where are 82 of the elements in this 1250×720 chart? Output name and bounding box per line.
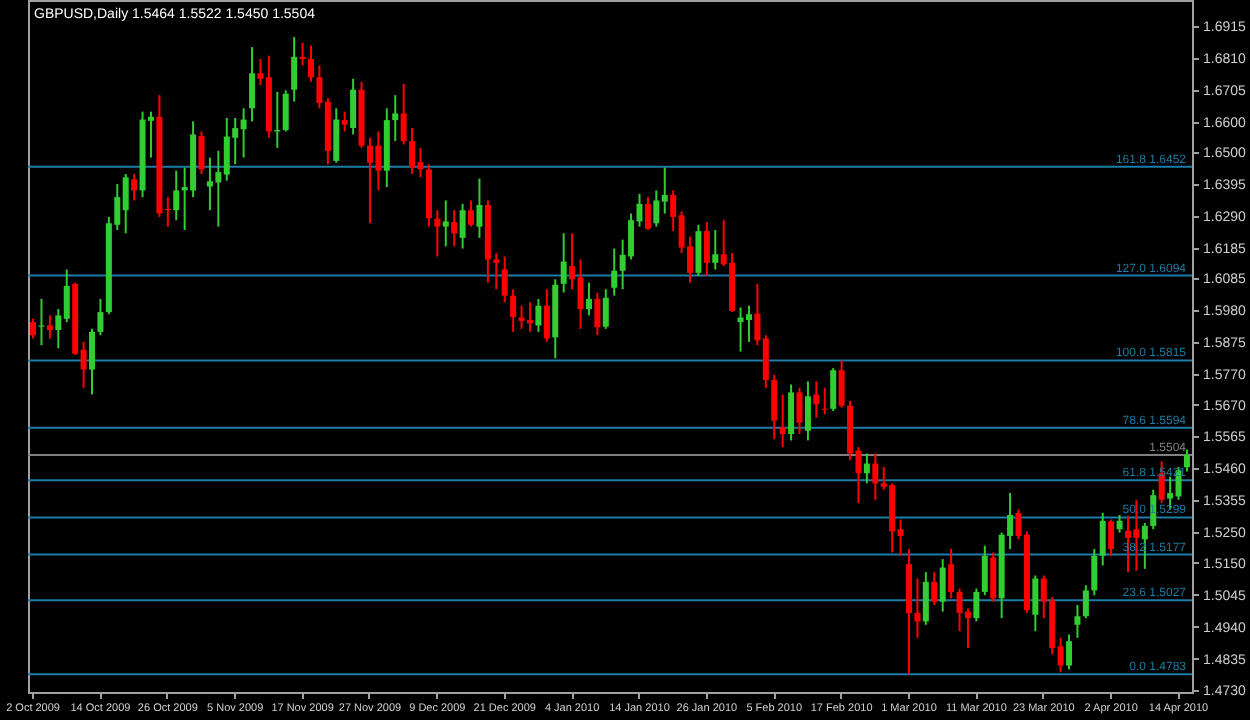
candlestick xyxy=(1091,548,1098,597)
candlestick xyxy=(872,452,879,501)
candlestick xyxy=(476,177,483,239)
candlestick xyxy=(468,199,475,228)
candlestick xyxy=(863,452,870,485)
candlestick xyxy=(821,386,828,416)
candlestick xyxy=(577,258,584,330)
candlestick xyxy=(409,127,416,175)
candlestick xyxy=(198,130,205,175)
candlestick xyxy=(602,288,609,330)
candlestick xyxy=(779,393,786,449)
candlestick xyxy=(712,228,719,271)
candlestick xyxy=(1108,518,1115,557)
candlestick xyxy=(97,298,104,337)
candlestick xyxy=(535,298,542,333)
candlestick xyxy=(333,107,340,164)
candlestick xyxy=(973,587,980,623)
candlestick xyxy=(89,327,96,396)
candlestick xyxy=(350,77,357,136)
candlestick xyxy=(442,199,449,248)
candlestick xyxy=(644,196,651,231)
candlestick xyxy=(1066,633,1073,671)
candlestick xyxy=(661,166,668,215)
candlestick xyxy=(459,202,466,250)
candlestick xyxy=(931,571,938,607)
candlestick xyxy=(594,291,601,337)
candlestick xyxy=(240,107,247,159)
candlestick xyxy=(223,117,230,182)
candlestick xyxy=(1082,584,1089,620)
candlestick xyxy=(788,383,795,442)
candlestick xyxy=(341,110,348,133)
candlestick xyxy=(889,482,896,554)
candlestick xyxy=(813,380,820,419)
candlestick xyxy=(526,301,533,333)
candlestick xyxy=(392,94,399,143)
candlestick xyxy=(543,288,550,343)
candlestick xyxy=(131,172,138,202)
candlestick xyxy=(308,44,314,83)
candlestick xyxy=(956,587,963,633)
candlestick xyxy=(291,36,298,103)
candlestick xyxy=(173,169,180,222)
candlestick xyxy=(122,172,129,235)
candlestick xyxy=(1099,511,1106,567)
candlestick xyxy=(703,221,710,277)
candlestick xyxy=(695,223,702,277)
candlestick xyxy=(30,317,37,340)
candlestick xyxy=(914,577,921,639)
candlestick xyxy=(771,373,778,441)
candlestick xyxy=(493,252,500,291)
candlestick xyxy=(948,548,955,600)
candlestick xyxy=(417,146,424,179)
candlestick xyxy=(400,82,407,146)
candlestick xyxy=(745,304,752,343)
candlestick xyxy=(796,386,803,436)
candlestick xyxy=(282,89,289,133)
candlestick xyxy=(981,544,988,597)
candlestick xyxy=(830,367,837,412)
candlestick xyxy=(990,551,997,603)
candlestick xyxy=(249,46,256,123)
candlestick xyxy=(1183,448,1190,473)
candlestick xyxy=(518,304,525,330)
candlestick xyxy=(299,41,306,67)
candlestick xyxy=(922,571,929,626)
candlestick xyxy=(375,130,382,192)
candlestick xyxy=(451,209,458,248)
candlestick xyxy=(510,288,517,333)
candlestick xyxy=(804,380,811,442)
candlestick xyxy=(653,189,660,228)
candlestick xyxy=(46,314,53,340)
candlestick xyxy=(585,281,592,317)
candlestick xyxy=(939,558,946,613)
candlestick xyxy=(838,359,845,409)
candlestick xyxy=(366,136,373,225)
candlestick xyxy=(38,298,45,347)
candlestick xyxy=(560,232,567,294)
candlestick xyxy=(501,255,508,304)
candlestick xyxy=(63,268,70,324)
candlestick xyxy=(206,156,213,212)
candlestick xyxy=(1032,574,1039,633)
candlestick xyxy=(611,247,618,297)
candlestick xyxy=(434,209,441,258)
candlestick xyxy=(1074,604,1081,639)
